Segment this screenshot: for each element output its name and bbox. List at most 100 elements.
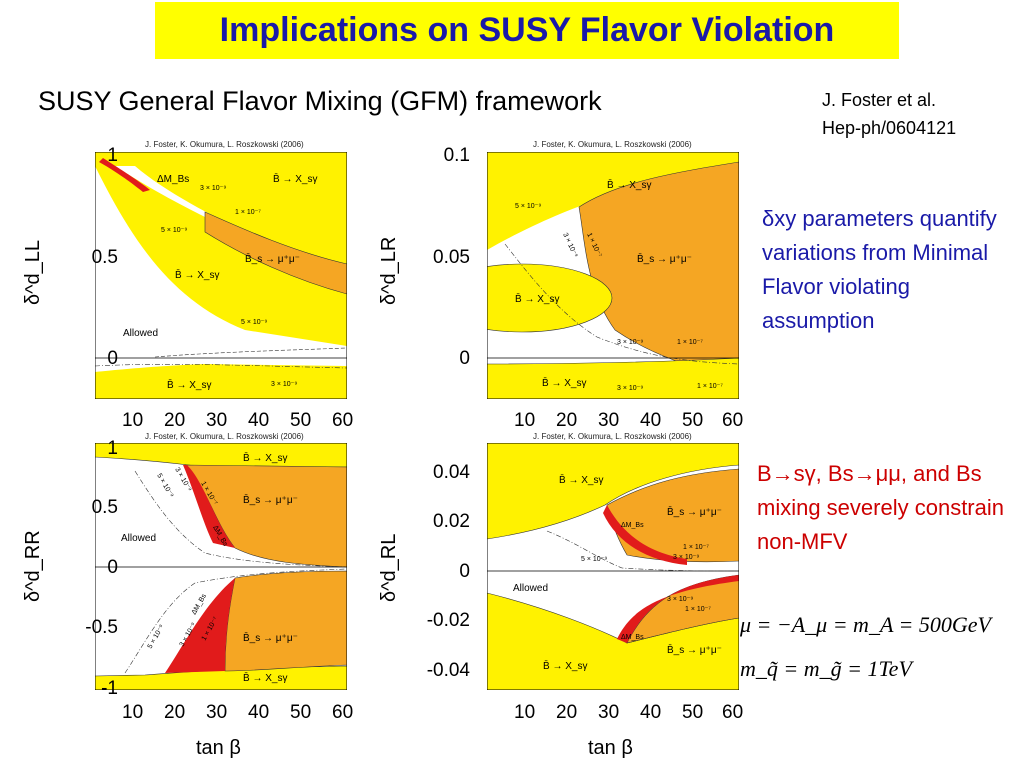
plot-rl-label-4: 3 × 10⁻⁹ — [673, 554, 699, 561]
plot-rl-citation: J. Foster, K. Okumura, L. Roszkowski (20… — [533, 432, 692, 441]
equation-mu: μ = −A_μ = m_A = 500GeV — [740, 612, 991, 637]
plot-rl-label-0: B̄ → X_sγ — [559, 473, 603, 486]
plot-rl-ytick-4: -0.04 — [426, 660, 470, 681]
plot-rl-ylabel: δ^d_RL — [378, 533, 400, 602]
plot-rl-label-7: 3 × 10⁻⁹ — [667, 596, 693, 603]
plot-rr-ytick-3: -0.5 — [85, 617, 118, 638]
note-delta-parameters: δxy parameters quantify variations from … — [762, 206, 997, 333]
plot-rl-xtick-5: 60 — [722, 702, 744, 723]
plot-rl-xtick-2: 30 — [598, 702, 620, 723]
plot-lr-xtick-5: 60 — [722, 410, 744, 431]
plot-lr-contour — [504, 243, 739, 365]
plot-rr-upper-red — [183, 465, 235, 548]
plot-rl-label-11: B̄ → X_sγ — [543, 659, 587, 672]
plot-rr-xtick-4: 50 — [290, 702, 312, 723]
reference-authors: J. Foster et al. — [822, 90, 937, 110]
plot-rl-label-8: 1 × 10⁻⁷ — [685, 606, 711, 613]
plot-rr-label-0: B̄ → X_sγ — [243, 451, 287, 464]
plot-lr-label-10: 1 × 10⁻⁷ — [697, 383, 723, 390]
plot-ll-xtick-5: 60 — [332, 410, 354, 431]
plot-rl-ytick-0: 0.04 — [433, 462, 470, 483]
plot-lr-bottom-region — [487, 357, 739, 399]
plot-lr-label-6: 3 × 10⁻⁹ — [617, 339, 643, 346]
plot-ll-orange-band — [204, 211, 347, 295]
plot-lr-label-8: B̄ → X_sγ — [542, 376, 586, 389]
plot-lr-label-1: 5 × 10⁻⁹ — [515, 203, 541, 210]
plot-lr-ytick-0: 0.1 — [443, 145, 470, 166]
plot-lr-ellipse — [487, 263, 613, 333]
plot-rr-xtick-3: 40 — [248, 702, 270, 723]
title-banner: Implications on SUSY Flavor Violation — [155, 2, 899, 59]
plot-rr-ytick-1: 0.5 — [91, 497, 118, 518]
plot-lr-ytick-2: 0 — [459, 348, 470, 369]
plot-rr-ylabel: δ^d_RR — [22, 530, 44, 602]
plot-rl-lower-orange — [626, 574, 739, 644]
plot-rr: B̄ → X_sγ 3 × 10⁻⁹ 5 × 10⁻⁹ 1 × 10⁻⁷ ΔM_… — [95, 443, 347, 690]
plot-rl-xtick-0: 10 — [514, 702, 536, 723]
plot-ll-label-3: 5 × 10⁻⁹ — [161, 227, 187, 234]
plot-ll-ytick-1: 0.5 — [91, 247, 118, 268]
slide-title: Implications on SUSY Flavor Violation — [219, 11, 835, 49]
plot-lr-xtick-2: 30 — [598, 410, 620, 431]
plot-ll-label-10: 3 × 10⁻⁹ — [271, 381, 297, 388]
plot-ll-xtick-1: 20 — [164, 410, 186, 431]
plot-rl-label-1: ΔM_Bs — [621, 522, 644, 529]
equation-squark-gluino: m_q̃ = m_g̃ = 1TeV — [740, 656, 912, 681]
plot-ll-citation: J. Foster, K. Okumura, L. Roszkowski (20… — [145, 140, 304, 149]
plot-ll-contour2 — [95, 363, 347, 369]
plot-rr-ytick-0: 1 — [107, 438, 118, 459]
plot-lr-xtick-0: 10 — [514, 410, 536, 431]
plot-rl: B̄ → X_sγ ΔM_Bs B̄_s → μ⁺μ⁻ 1 × 10⁻⁷ 3 ×… — [487, 443, 739, 690]
plot-rl-top-yellow — [487, 443, 739, 540]
plot-rl-ytick-3: -0.02 — [426, 610, 470, 631]
plot-ll-label-9: B̄ → X_sγ — [167, 378, 211, 391]
plot-rl-xlabel: tan β — [588, 737, 633, 759]
plot-rl-upper-red — [603, 505, 687, 565]
plot-rr-lower-orange — [224, 570, 347, 672]
plot-rl-ytick-1: 0.02 — [433, 511, 470, 532]
note-constraints: B→sγ, Bs→μμ, and Bs mixing severely cons… — [757, 461, 1004, 554]
plot-rl-lower-red — [617, 575, 739, 643]
plot-rl-upper-orange — [606, 468, 739, 563]
plot-lr-ylabel: δ^d_LR — [378, 236, 400, 305]
plot-rl-ytick-2: 0 — [459, 561, 470, 582]
plot-rl-xtick-4: 50 — [682, 702, 704, 723]
plot-ll-allowed-region — [95, 166, 347, 372]
plot-lr-citation: J. Foster, K. Okumura, L. Roszkowski (20… — [533, 140, 692, 149]
plot-lr-label-7: 1 × 10⁻⁷ — [677, 339, 703, 346]
plot-rr-label-11: B̄_s → μ⁺μ⁻ — [243, 631, 298, 644]
plot-lr-xtick-1: 20 — [556, 410, 578, 431]
plot-rl-label-2: B̄_s → μ⁺μ⁻ — [667, 505, 722, 518]
plot-lr-label-9: 3 × 10⁻⁹ — [617, 385, 643, 392]
plot-rl-label-6: Allowed — [513, 583, 548, 594]
plot-ll: ΔM_Bs 3 × 10⁻⁹ 1 × 10⁻⁷ 5 × 10⁻⁹ B̄ → X_… — [95, 152, 347, 399]
plot-rr-lower-red — [165, 578, 235, 673]
plot-lr-ytick-1: 0.05 — [433, 247, 470, 268]
plot-ll-ylabel: δ^d_LL — [22, 239, 44, 305]
plot-rl-label-3: 1 × 10⁻⁷ — [683, 544, 709, 551]
plot-rr-xtick-1: 20 — [164, 702, 186, 723]
plot-ll-label-8: 5 × 10⁻⁹ — [241, 319, 267, 326]
plot-lr-label-0: B̄ → X_sγ — [607, 178, 651, 191]
reference-arxiv: Hep-ph/0604121 — [822, 118, 957, 138]
plot-rr-ytick-4: -1 — [101, 678, 118, 699]
plot-ll-xtick-2: 30 — [206, 410, 228, 431]
plot-rr-label-12: B̄ → X_sγ — [243, 671, 287, 684]
plot-rr-xtick-0: 10 — [122, 702, 144, 723]
plot-ll-red-band — [99, 158, 150, 192]
plot-lr-xtick-3: 40 — [640, 410, 662, 431]
plot-ll-contour — [154, 347, 347, 358]
plot-ll-label-0: ΔM_Bs — [157, 174, 189, 185]
slide-subtitle: SUSY General Flavor Mixing (GFM) framewo… — [38, 86, 602, 116]
plot-ll-label-1: 3 × 10⁻⁹ — [200, 185, 226, 192]
plot-ll-xtick-0: 10 — [122, 410, 144, 431]
plot-rr-xtick-5: 60 — [332, 702, 354, 723]
plot-lr-label-4: B̄_s → μ⁺μ⁻ — [637, 252, 692, 265]
plot-rr-contour2 — [124, 568, 347, 674]
plot-ll-ytick-2: 0 — [107, 348, 118, 369]
reference: J. Foster et al. Hep-ph/0604121 — [822, 86, 956, 142]
plot-rl-xtick-1: 20 — [556, 702, 578, 723]
plot-rr-label-6: Allowed — [121, 533, 156, 544]
plot-rr-ytick-2: 0 — [107, 557, 118, 578]
plot-rl-xtick-3: 40 — [640, 702, 662, 723]
